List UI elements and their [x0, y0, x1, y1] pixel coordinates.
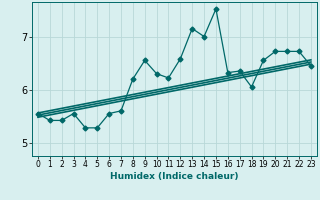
X-axis label: Humidex (Indice chaleur): Humidex (Indice chaleur): [110, 172, 239, 181]
